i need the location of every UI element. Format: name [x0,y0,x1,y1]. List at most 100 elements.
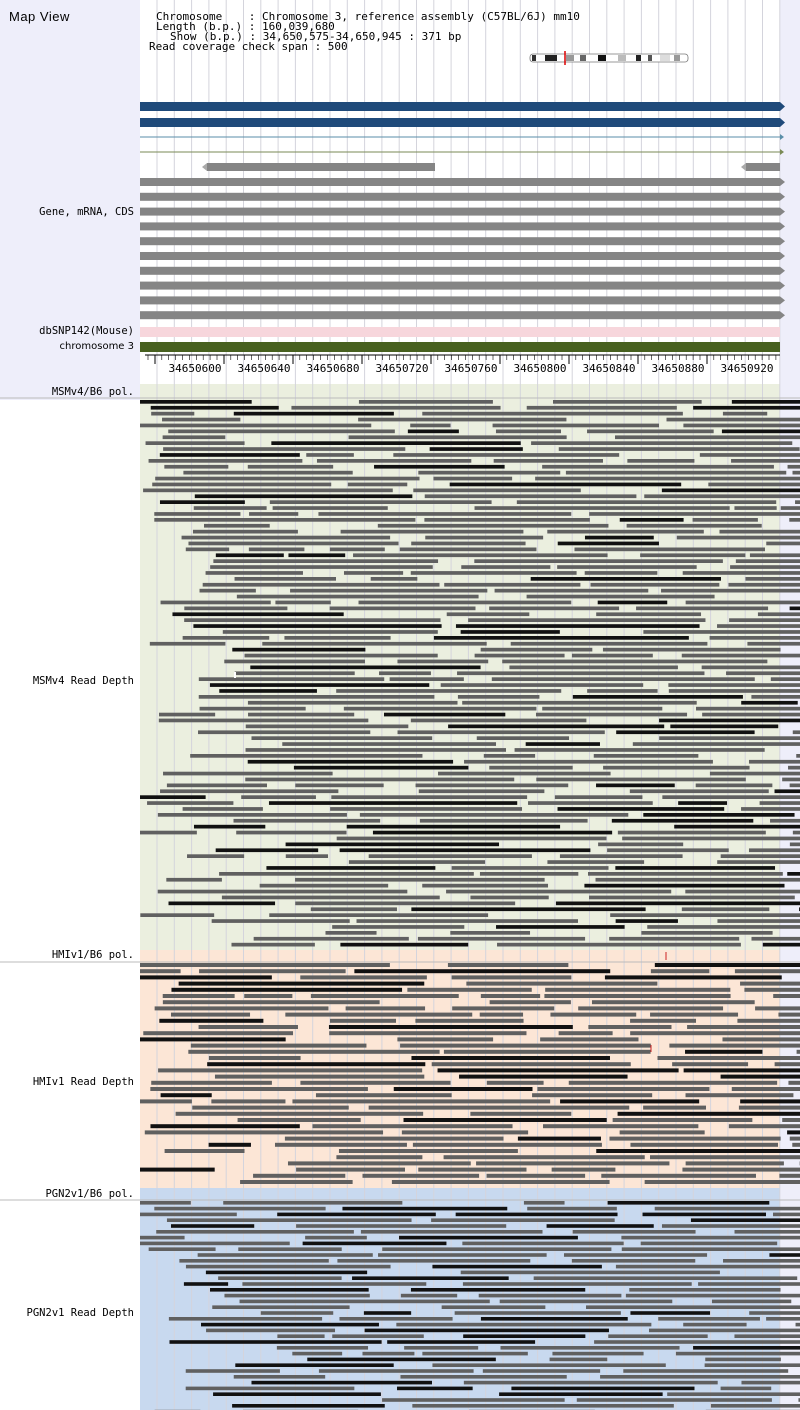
read-segment [798,1398,800,1402]
read-segment [685,1161,784,1166]
gene-bar [140,252,780,260]
read-segment [558,447,800,451]
read-segment [199,969,346,974]
read-segment [295,877,545,882]
read-segment [659,736,800,740]
read-segment [787,1130,800,1135]
read-segment [260,1311,334,1315]
read-segment [211,1099,286,1104]
read-segment [740,981,800,986]
read-segment [452,1006,555,1011]
read-segment [306,453,354,457]
read-segment [140,1212,237,1217]
read-segment [734,969,800,974]
read-segment [234,671,355,676]
read-segment [601,1173,756,1178]
read-segment [480,1317,628,1321]
read-segment [640,553,746,558]
read-segment [737,1018,800,1023]
read-segment [284,1136,504,1141]
read-segment [155,476,420,481]
read-segment [532,1093,653,1098]
ideogram-band [532,55,536,61]
read-segment [175,1111,424,1116]
read-segment [154,512,241,516]
read-segment [399,547,537,552]
read-segment [171,987,403,992]
read-segment [557,807,725,811]
read-segment [285,842,500,847]
read-segment [147,801,234,805]
read-segment [140,963,390,967]
read-segment [224,1293,370,1298]
read-segment [194,494,413,499]
read-segment [741,1380,800,1385]
read-segment [160,600,271,605]
read-segment [179,1259,329,1263]
read-segment [527,1206,617,1211]
read-segment [550,1012,637,1017]
read-segment [443,1155,645,1160]
read-segment [368,1105,630,1110]
read-segment [709,636,800,640]
gene-bar [140,266,780,275]
read-segment [284,636,391,640]
read-segment [154,518,416,522]
read-segment [159,500,245,504]
read-segment [720,854,800,858]
read-segment [774,1062,800,1067]
read-segment [721,429,800,434]
gene-bar [140,296,780,305]
read-segment [387,1340,536,1344]
read-segment [244,994,293,998]
read-segment [795,500,800,504]
read-segment [591,1000,755,1005]
read-segment [150,1087,368,1091]
read-segment [393,1087,533,1091]
read-segment [451,975,572,980]
read-segment [535,712,688,717]
read-segment [770,818,800,823]
pgn2v1-pol-label: PGN2v1/B6 pol. [45,1188,134,1200]
read-segment [241,795,316,799]
read-segment [603,765,750,770]
read-segment [795,1322,800,1327]
cds-bar [746,163,780,171]
read-segment [555,901,800,906]
read-segment [213,559,439,563]
read-segment [244,653,438,658]
read-segment [274,1142,407,1147]
read-segment [494,588,649,593]
read-segment [731,459,800,463]
read-segment [502,659,768,664]
read-segment [643,813,795,817]
read-segment [672,1062,749,1067]
length-info: Length (b.p.) : 160,039,680 [156,20,335,33]
read-segment [389,677,464,681]
read-segment [300,975,427,980]
read-segment [615,919,678,923]
read-segment [422,411,683,416]
read-segment [296,1224,507,1228]
read-segment [407,987,532,992]
read-segment [454,1311,621,1315]
read-segment [630,1142,778,1147]
strand-arrow-icon [780,237,785,246]
gene-bar [140,281,780,290]
read-segment [248,712,355,717]
read-segment [598,842,684,847]
read-segment [424,494,637,499]
read-segment [159,712,216,717]
read-segment [198,1025,298,1029]
read-segment [340,942,469,947]
read-segment [318,512,572,516]
read-segment [584,883,785,888]
read-segment [222,630,438,634]
read-segment [661,488,800,493]
read-segment [623,1369,789,1373]
read-segment [379,671,431,676]
read-segment [483,754,536,758]
read-segment [247,464,334,469]
read-segment [590,582,720,587]
